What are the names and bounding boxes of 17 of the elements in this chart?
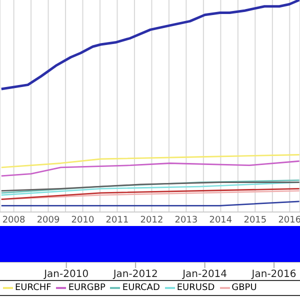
legend-label: EURCHF: [15, 283, 52, 293]
x2-tick-label: Jan-2012: [112, 269, 158, 280]
x2-tick-label: Jan-2014: [182, 269, 228, 280]
legend-label: GBPU: [232, 283, 257, 293]
x-tick-label: 2008: [2, 215, 26, 226]
x-tick-label: 2015: [244, 215, 267, 226]
x-tick-label: 2010: [71, 215, 94, 226]
x-tick-label: 2013: [174, 215, 198, 226]
legend-label: EURGBP: [68, 283, 106, 293]
x-tick-label: 2009: [36, 215, 60, 226]
x-tick-label: 2014: [209, 215, 232, 226]
x-tick-label: 2011: [106, 215, 129, 226]
legend-label: EURCAD: [122, 283, 160, 293]
x-tick-label: 2012: [140, 215, 164, 226]
x2-tick-label: Jan-2010: [43, 269, 89, 280]
x2-tick-label: Jan-2016: [250, 269, 296, 280]
legend-label: EURUSD: [176, 283, 215, 293]
